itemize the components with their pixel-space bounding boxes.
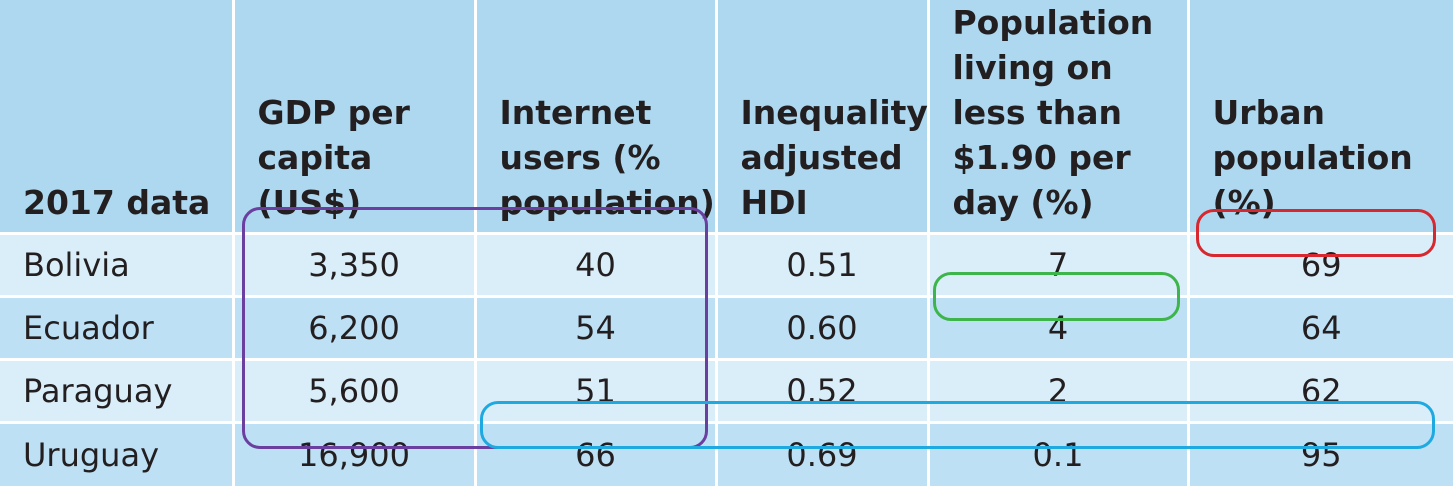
internet-cell: 54 — [475, 296, 718, 361]
urban-cell: 62 — [1188, 359, 1453, 424]
header-hdi: Inequality adjusted HDI — [716, 0, 930, 235]
table-row: Uruguay 16,900 66 0.69 0.1 95 — [0, 422, 1453, 486]
country-cell: Bolivia — [0, 233, 235, 298]
header-row: 2017 data GDP per capita (US$) Internet … — [0, 0, 1453, 235]
internet-cell: 40 — [475, 233, 718, 298]
header-poverty: Population living on less than $1.90 per… — [928, 0, 1190, 235]
table-row: Ecuador 6,200 54 0.60 4 64 — [0, 296, 1453, 361]
internet-cell: 66 — [475, 422, 718, 486]
urban-cell: 95 — [1188, 422, 1453, 486]
header-year: 2017 data — [0, 0, 235, 235]
gdp-cell: 6,200 — [233, 296, 477, 361]
poverty-cell: 4 — [928, 296, 1190, 361]
poverty-cell: 7 — [928, 233, 1190, 298]
hdi-cell: 0.69 — [716, 422, 930, 486]
urban-cell: 69 — [1188, 233, 1453, 298]
hdi-cell: 0.52 — [716, 359, 930, 424]
urban-cell: 64 — [1188, 296, 1453, 361]
hdi-cell: 0.60 — [716, 296, 930, 361]
poverty-cell: 0.1 — [928, 422, 1190, 486]
country-cell: Ecuador — [0, 296, 235, 361]
hdi-cell: 0.51 — [716, 233, 930, 298]
country-cell: Uruguay — [0, 422, 235, 486]
gdp-cell: 3,350 — [233, 233, 477, 298]
internet-cell: 51 — [475, 359, 718, 424]
country-cell: Paraguay — [0, 359, 235, 424]
gdp-cell: 5,600 — [233, 359, 477, 424]
header-urban: Urban population (%) — [1188, 0, 1453, 235]
header-gdp: GDP per capita (US$) — [233, 0, 477, 235]
table-row: Paraguay 5,600 51 0.52 2 62 — [0, 359, 1453, 424]
gdp-cell: 16,900 — [233, 422, 477, 486]
header-internet: Internet users (% population) — [475, 0, 718, 235]
table-row: Bolivia 3,350 40 0.51 7 69 — [0, 233, 1453, 298]
poverty-cell: 2 — [928, 359, 1190, 424]
